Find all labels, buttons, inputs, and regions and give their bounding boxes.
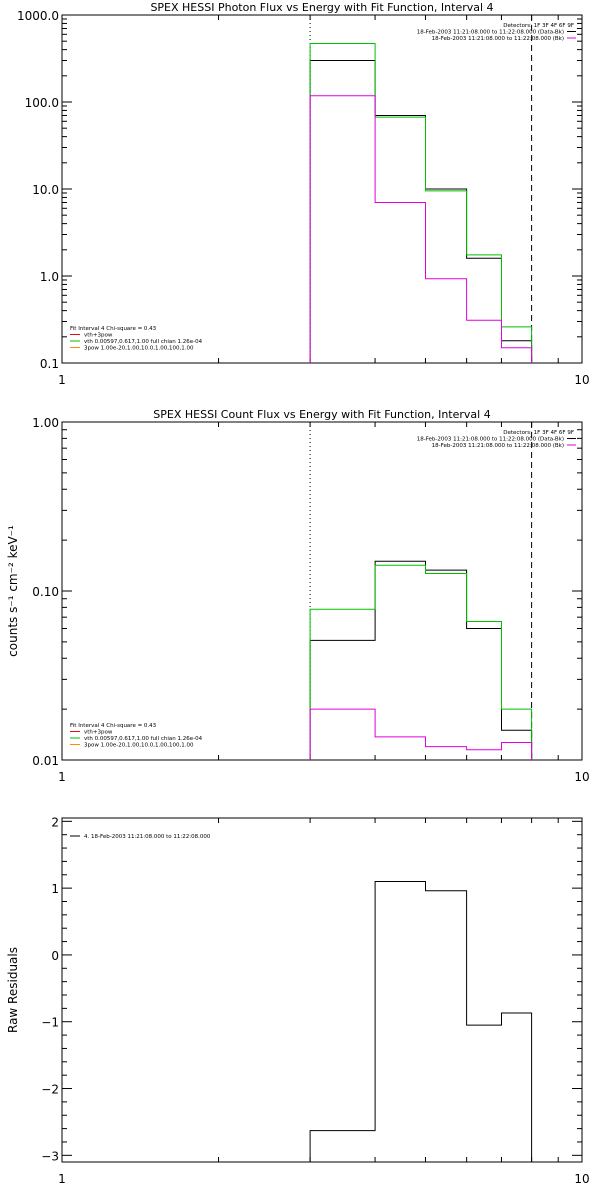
series-line-1 [309,564,533,760]
y-axis-label: Raw Residuals [6,947,20,1033]
legend-entry: 18-Feb-2003 11:21:08.000 to 11:22:08.000… [417,437,564,443]
x-tick-label: 1 [58,770,66,784]
x-tick-label: 1 [58,373,66,387]
y-tick-label: 100.0 [25,96,59,110]
legend-entry: vth 0.00597,0.617,1.00 full chian 1.26e-… [84,736,203,742]
chart-title: SPEX HESSI Count Flux vs Energy with Fit… [153,408,490,421]
x-tick-label: 10 [574,373,589,387]
y-tick-label: 0.01 [32,754,59,768]
y-tick-label: −1 [41,1016,59,1030]
legend-entry: vth+3pow [84,333,113,339]
series-line-0 [309,60,533,363]
legend-entry: 18-Feb-2003 11:21:08.000 to 11:22:08.000… [432,36,564,42]
x-tick-label: 10 [574,1172,589,1186]
plot-frame [61,817,583,1163]
legend-entry: 3pow 1.00e-20,1.00,10.0,1.00,100,1.00 [84,346,194,352]
legend-entry: Fit Interval 4 Chi-square = 0.43 [70,723,157,729]
series-line-1 [309,43,533,363]
legend-entry: Detectors: 1F 3F 4F 6F 9F [503,430,574,436]
series-line-2 [309,95,533,363]
series-line-0 [309,881,533,1162]
y-tick-label: 1 [51,882,59,896]
chart-title: SPEX HESSI Photon Flux vs Energy with Fi… [150,1,493,14]
y-tick-label: 1.00 [32,416,59,430]
y-tick-label: 10.0 [32,183,59,197]
legend-entry: 3pow 1.00e-20,1.00,10.0,1.00,100,1.00 [84,743,194,749]
x-tick-label: 10 [574,770,589,784]
y-tick-label: 2 [51,815,59,829]
legend-entry: 18-Feb-2003 11:21:08.000 to 11:22:08.000… [417,30,564,36]
legend-entry: 4. 18-Feb-2003 11:21:08.000 to 11:22:08.… [84,834,211,840]
y-tick-label: 0 [51,949,59,963]
y-tick-label: 0.1 [40,357,59,371]
legend-entry: Fit Interval 4 Chi-square = 0.43 [70,326,157,332]
plot-frame [61,14,583,364]
y-tick-label: 1.0 [40,270,59,284]
y-axis-label: counts s⁻¹ cm⁻² keV⁻¹ [6,525,20,657]
y-tick-label: 0.10 [32,585,59,599]
series-line-0 [309,560,533,760]
x-tick-label: 1 [58,1172,66,1186]
y-tick-label: −2 [41,1083,59,1097]
y-tick-label: −3 [41,1149,59,1163]
series-line-2 [309,708,533,760]
legend-entry: Detectors: 1F 3F 4F 6F 9F [503,23,574,29]
y-tick-label: 1000.0 [17,9,59,23]
legend-entry: vth+3pow [84,730,113,736]
legend-entry: 18-Feb-2003 11:21:08.000 to 11:22:08.000… [432,443,564,449]
legend-entry: vth 0.00597,0.617,1.00 full chian 1.26e-… [84,339,203,345]
